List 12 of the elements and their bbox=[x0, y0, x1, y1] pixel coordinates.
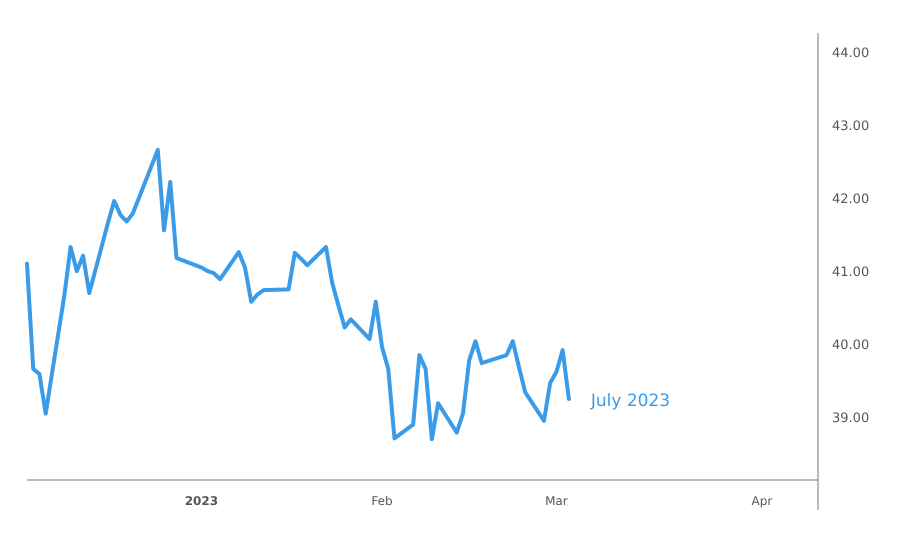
line-series bbox=[25, 148, 571, 442]
y-tick-label: 43.00 bbox=[832, 119, 870, 134]
y-tick-label: 44.00 bbox=[832, 46, 870, 61]
y-tick-label: 39.00 bbox=[832, 411, 870, 426]
y-tick-label: 41.00 bbox=[832, 265, 870, 280]
x-tick-label: Feb bbox=[371, 494, 393, 508]
x-tick-label: 2023 bbox=[184, 494, 218, 508]
y-tick-label: 42.00 bbox=[832, 192, 870, 208]
x-tick-label: Apr bbox=[752, 494, 772, 508]
x-tick-label: Mar bbox=[545, 494, 568, 508]
y-tick-label: 40.00 bbox=[832, 338, 870, 354]
series-label: July 2023 bbox=[590, 390, 670, 411]
